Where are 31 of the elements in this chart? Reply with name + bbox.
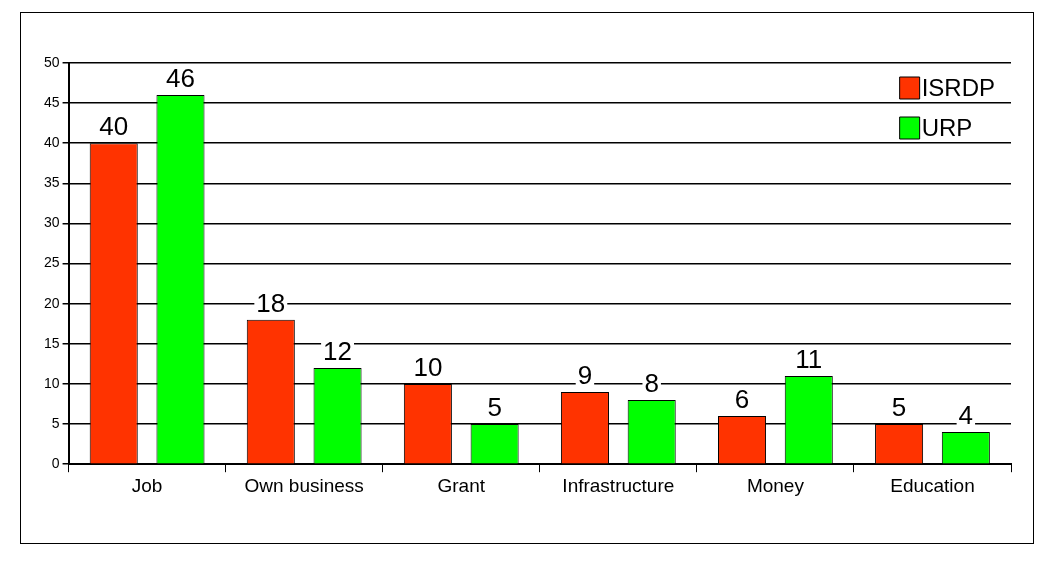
y-tick-label: 25 — [43, 254, 60, 271]
x-tick-label: Education — [890, 474, 975, 496]
legend-label: ISRDP — [921, 73, 996, 101]
y-tick-label: 15 — [43, 334, 60, 351]
data-label: 9 — [577, 360, 593, 391]
x-tick-label: Grant — [437, 474, 486, 496]
data-label: 11 — [795, 344, 823, 375]
x-tick-label: Job — [131, 474, 163, 496]
data-label: 8 — [644, 368, 659, 399]
y-tick-label: 30 — [43, 214, 60, 231]
y-tick-label: 35 — [43, 174, 60, 191]
data-label: 6 — [734, 384, 750, 415]
data-label: 18 — [256, 287, 286, 318]
x-tick-label: Money — [746, 474, 805, 496]
data-label: 46 — [166, 63, 195, 94]
y-tick-label: 5 — [51, 414, 60, 431]
data-label: 40 — [99, 111, 129, 142]
x-tick-label: Infrastructure — [562, 474, 675, 496]
data-label: 4 — [958, 400, 974, 431]
x-tick-label: Own business — [244, 474, 364, 496]
data-label: 5 — [487, 392, 502, 423]
data-label: 5 — [891, 392, 907, 423]
legend-label: URP — [921, 113, 973, 141]
y-tick-label: 40 — [43, 134, 60, 151]
data-label: 12 — [323, 336, 353, 367]
y-tick-label: 45 — [43, 93, 60, 110]
y-tick-label: 10 — [43, 374, 60, 391]
y-tick-label: 50 — [43, 53, 60, 70]
y-tick-label: 20 — [43, 294, 60, 311]
y-tick-label: 0 — [51, 455, 60, 472]
data-label: 10 — [413, 352, 443, 383]
